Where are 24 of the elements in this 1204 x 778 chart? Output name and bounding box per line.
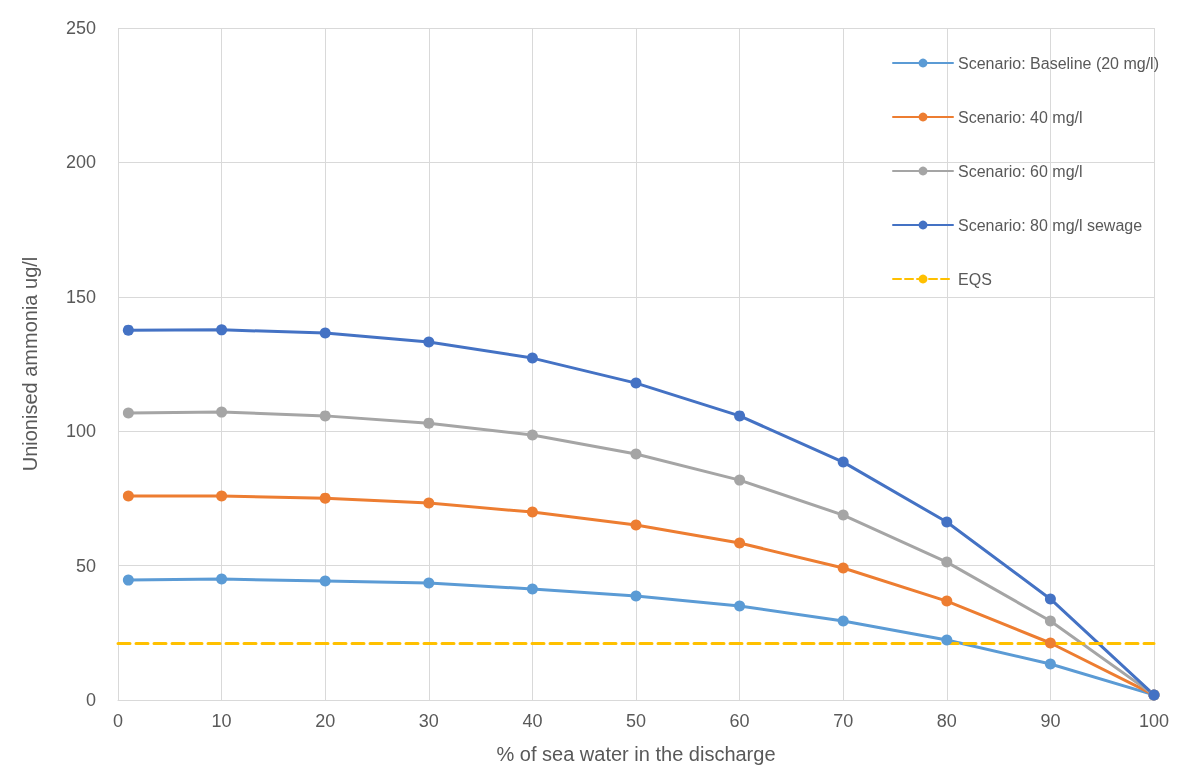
x-tick-label: 20 (315, 711, 336, 731)
x-tick-label: 70 (833, 711, 854, 731)
x-tick-label: 80 (936, 711, 957, 731)
legend-label: Scenario: 60 mg/l (958, 162, 1083, 180)
y-tick-label: 250 (65, 18, 96, 38)
y-tick-label: 0 (85, 690, 96, 710)
x-tick-label: 90 (1040, 711, 1061, 731)
y-tick-label: 100 (65, 421, 96, 442)
legend-label: EQS (958, 270, 992, 288)
y-tick-label: 150 (65, 286, 96, 307)
y-tick-label: 200 (65, 152, 96, 173)
x-tick-label: 0 (112, 711, 124, 731)
y-tick-label: 50 (75, 555, 96, 576)
x-tick-label: 50 (625, 711, 647, 731)
x-axis-title: % of sea water in the discharge (496, 743, 776, 765)
x-tick-label: 30 (418, 711, 439, 731)
x-tick-label: 40 (522, 711, 543, 731)
x-tick-label: 10 (211, 711, 232, 731)
y-axis-title: Unionised ammonia ug/l (19, 256, 41, 472)
x-tick-label: 100 (1138, 711, 1170, 731)
legend-label: Scenario: Baseline (20 mg/l) (958, 54, 1159, 72)
legend-label: Scenario: 40 mg/l (958, 108, 1083, 126)
x-tick-label: 60 (729, 711, 750, 731)
legend-label: Scenario: 80 mg/l sewage (958, 216, 1143, 234)
